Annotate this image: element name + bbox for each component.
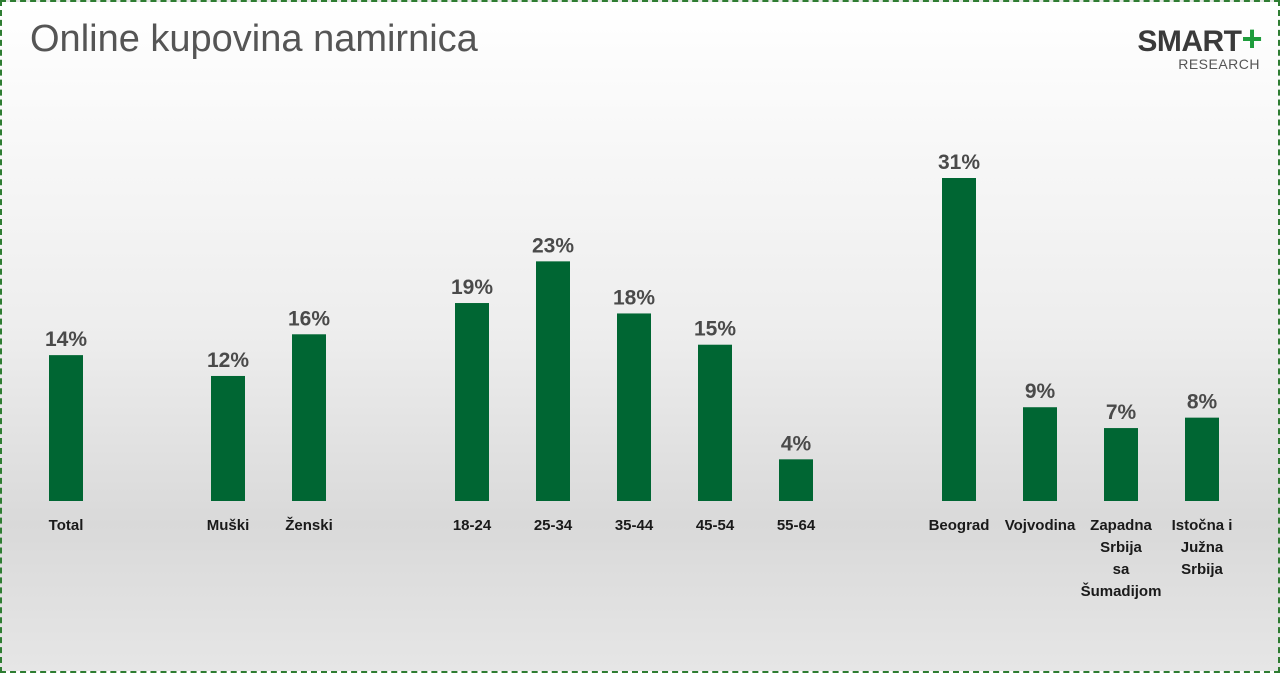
value-label-5: 18%: [613, 286, 655, 309]
category-label-line: Šumadijom: [1081, 582, 1162, 600]
bar-1: [211, 375, 245, 501]
bar-3: [455, 303, 489, 501]
category-label-5: 35-44: [615, 517, 654, 534]
category-label-11: Istočna i Južna Srbija: [1172, 517, 1233, 578]
value-label-8: 31%: [938, 151, 980, 174]
value-label-2: 16%: [288, 307, 330, 330]
category-label-4: 25-34: [534, 517, 573, 534]
category-label-line: 35-44: [615, 517, 654, 534]
bar-4: [536, 261, 570, 501]
bar-5: [617, 313, 651, 501]
bar-8: [942, 178, 976, 501]
category-label-line: Južna: [1181, 539, 1224, 556]
category-label-line: Srbija: [1181, 561, 1223, 578]
category-label-line: Istočna i: [1172, 517, 1233, 534]
logo-wordmark: SMART+: [1137, 21, 1262, 59]
category-label-10: Zapadna Srbija sa Šumadijom: [1081, 517, 1162, 600]
logo-plus-icon: +: [1241, 18, 1262, 59]
category-label-line: Zapadna: [1090, 517, 1152, 534]
smart-research-logo: SMART+ RESEARCH: [1122, 21, 1262, 74]
category-label-line: Total: [49, 517, 84, 534]
bar-2: [292, 334, 326, 501]
bar-11: [1185, 417, 1219, 501]
category-label-9: Vojvodina: [1005, 517, 1076, 534]
category-label-line: Srbija: [1100, 539, 1142, 556]
category-label-line: 45-54: [696, 517, 735, 534]
value-label-7: 4%: [781, 432, 812, 455]
bar-10: [1104, 428, 1138, 501]
value-label-11: 8%: [1187, 391, 1218, 414]
category-label-line: 55-64: [777, 517, 816, 534]
category-label-line: Beograd: [929, 517, 990, 534]
value-label-6: 15%: [694, 318, 736, 341]
value-label-10: 7%: [1106, 401, 1137, 424]
bar-0: [49, 355, 83, 501]
category-label-2: Ženski: [285, 516, 333, 534]
category-label-7: 55-64: [777, 517, 816, 534]
category-label-line: 25-34: [534, 517, 573, 534]
value-label-9: 9%: [1025, 380, 1056, 403]
bar-7: [779, 459, 813, 501]
value-label-0: 14%: [45, 328, 87, 351]
category-label-0: Total: [49, 517, 84, 534]
value-label-1: 12%: [207, 349, 249, 372]
category-label-1: Muški: [207, 517, 250, 534]
value-label-3: 19%: [451, 276, 493, 299]
category-label-3: 18-24: [453, 517, 492, 534]
category-label-line: Vojvodina: [1005, 517, 1076, 534]
bar-9: [1023, 407, 1057, 501]
bar-6: [698, 344, 732, 501]
category-label-8: Beograd: [929, 517, 990, 534]
value-label-4: 23%: [532, 234, 574, 257]
category-label-line: Ženski: [285, 516, 333, 534]
category-label-line: 18-24: [453, 517, 492, 534]
category-label-6: 45-54: [696, 517, 735, 534]
logo-main-text: SMART: [1137, 25, 1242, 58]
logo-subtext: RESEARCH: [1178, 56, 1260, 72]
category-label-line: sa: [1113, 561, 1130, 578]
chart-title: Online kupovina namirnica: [30, 18, 478, 60]
category-label-line: Muški: [207, 517, 250, 534]
